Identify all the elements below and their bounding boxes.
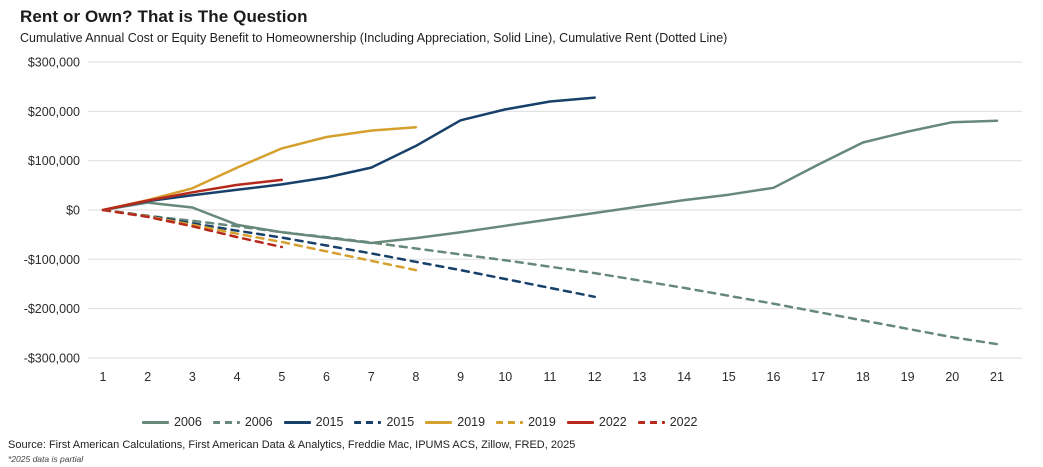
- legend-label: 2019: [457, 415, 486, 429]
- x-axis-tick-label: 21: [990, 370, 1004, 384]
- y-axis-tick-label: -$300,000: [24, 351, 80, 365]
- legend-item-2022-dashed: 2022: [637, 415, 698, 429]
- series-line-2022-dashed: [101, 208, 284, 249]
- y-axis-tick-label: -$100,000: [24, 253, 80, 267]
- legend-item-2015-solid: 2015: [283, 415, 344, 429]
- y-axis-tick-label: -$200,000: [24, 302, 80, 316]
- x-axis-tick-label: 5: [278, 370, 285, 384]
- x-axis-tick-label: 2: [144, 370, 151, 384]
- series-line-2006-solid: [101, 119, 999, 245]
- x-axis-tick-label: 20: [945, 370, 959, 384]
- legend-label: 2015: [386, 415, 415, 429]
- x-axis-tick-label: 3: [189, 370, 196, 384]
- legend-item-2006-dashed: 2006: [212, 415, 273, 429]
- legend-swatch-solid: [142, 420, 169, 424]
- y-axis-tick-label: $200,000: [28, 105, 80, 119]
- y-axis-tick-label: $300,000: [28, 56, 80, 70]
- legend-swatch-solid: [425, 420, 453, 424]
- legend-label: 2019: [528, 415, 556, 429]
- legend-swatch-dashed: [354, 420, 382, 424]
- x-axis-tick-label: 11: [544, 370, 557, 384]
- legend-label: 2006: [244, 415, 273, 429]
- legend-item-2006-solid: 2006: [142, 415, 202, 429]
- legend-swatch-dashed: [212, 420, 240, 424]
- legend-swatch-dashed: [496, 420, 524, 424]
- legend-label: 2006: [174, 415, 202, 429]
- series-line-2015-dashed: [101, 208, 596, 299]
- series-line-2015-solid: [101, 96, 596, 212]
- x-axis-tick-label: 4: [234, 370, 241, 384]
- series-line-2019-dashed: [101, 208, 418, 272]
- legend-item-2015-dashed: 2015: [354, 415, 414, 429]
- x-axis-tick-label: 17: [811, 370, 825, 384]
- x-axis-tick-label: 18: [856, 370, 870, 384]
- x-axis-tick-label: 1: [100, 370, 107, 384]
- legend-item-2019-dashed: 2019: [496, 415, 556, 429]
- x-axis-tick-label: 13: [632, 370, 646, 384]
- legend-swatch-dashed: [637, 420, 665, 424]
- x-axis-tick-label: 12: [588, 370, 602, 384]
- x-axis-tick-label: 10: [498, 370, 512, 384]
- chart-legend: 2006 2006 2015 2015 2019 2019 2022 2022: [142, 414, 698, 430]
- footnote-text: *2025 data is partial: [8, 454, 84, 464]
- x-axis-tick-label: 14: [677, 370, 691, 384]
- series-line-2022-solid: [101, 178, 284, 212]
- page-title: Rent or Own? That is The Question: [20, 7, 308, 26]
- x-axis-tick-label: 7: [368, 370, 375, 384]
- legend-swatch-solid: [283, 420, 311, 424]
- source-text: Source: First American Calculations, Fir…: [8, 439, 576, 451]
- chart-subtitle: Cumulative Annual Cost or Equity Benefit…: [20, 31, 728, 45]
- x-axis-tick-label: 9: [457, 370, 464, 384]
- legend-item-2022-solid: 2022: [566, 415, 627, 429]
- x-axis-tick-label: 19: [901, 370, 915, 384]
- legend-label: 2022: [598, 415, 627, 429]
- legend-label: 2022: [669, 415, 698, 429]
- x-axis-tick-label: 15: [722, 370, 736, 384]
- x-axis-tick-label: 6: [323, 370, 330, 384]
- y-axis-tick-label: $0: [66, 204, 80, 218]
- y-axis-tick-label: $100,000: [28, 154, 80, 168]
- x-axis-tick-label: 16: [767, 370, 781, 384]
- legend-swatch-solid: [566, 420, 594, 424]
- legend-item-2019-solid: 2019: [425, 415, 485, 429]
- x-axis-tick-label: 8: [412, 370, 419, 384]
- legend-label: 2015: [315, 415, 344, 429]
